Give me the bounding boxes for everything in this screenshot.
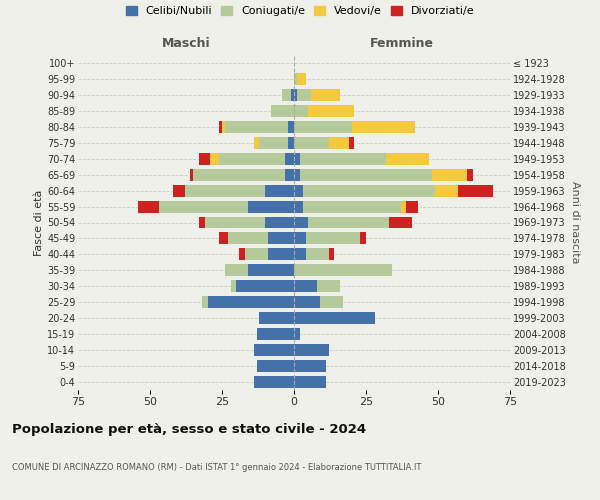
Bar [139,200,158,212]
Bar [305,248,329,260]
Bar [294,344,329,356]
Bar [294,248,305,260]
Bar [294,216,308,228]
Bar [254,344,294,356]
Bar [294,152,300,164]
Bar [297,89,311,101]
Bar [236,280,294,292]
Bar [225,121,288,133]
Bar [288,121,294,133]
Bar [294,121,352,133]
Bar [294,137,329,148]
Y-axis label: Fasce di età: Fasce di età [34,190,44,256]
Bar [185,184,265,196]
Bar [294,73,297,85]
Legend: Celibi/Nubili, Coniugati/e, Vedovi/e, Divorziati/e: Celibi/Nubili, Coniugati/e, Vedovi/e, Di… [125,6,475,16]
Bar [311,89,340,101]
Text: Maschi: Maschi [161,37,211,50]
Bar [268,248,294,260]
Bar [265,184,294,196]
Bar [291,89,294,101]
Bar [205,216,265,228]
Bar [286,152,294,164]
Bar [435,184,458,196]
Bar [305,232,360,244]
Bar [190,168,193,180]
Bar [211,152,219,164]
Bar [294,280,317,292]
Bar [254,137,259,148]
Bar [288,137,294,148]
Bar [297,73,305,85]
Bar [208,296,294,308]
Bar [294,296,320,308]
Bar [294,184,302,196]
Bar [271,105,294,117]
Bar [245,248,268,260]
Bar [294,360,326,372]
Bar [219,121,222,133]
Text: COMUNE DI ARCINAZZO ROMANO (RM) - Dati ISTAT 1° gennaio 2024 - Elaborazione TUTT: COMUNE DI ARCINAZZO ROMANO (RM) - Dati I… [12,462,421,471]
Text: Femmine: Femmine [370,37,434,50]
Bar [294,105,308,117]
Bar [389,216,412,228]
Bar [294,328,300,340]
Bar [158,200,248,212]
Bar [302,184,435,196]
Bar [268,232,294,244]
Bar [219,152,286,164]
Bar [257,328,294,340]
Text: Popolazione per età, sesso e stato civile - 2024: Popolazione per età, sesso e stato civil… [12,422,366,436]
Bar [458,184,493,196]
Bar [320,296,343,308]
Bar [294,376,326,388]
Bar [302,200,401,212]
Bar [259,137,288,148]
Bar [283,89,291,101]
Bar [230,280,236,292]
Bar [228,232,268,244]
Bar [199,152,211,164]
Bar [193,168,286,180]
Bar [248,264,294,276]
Bar [467,168,473,180]
Bar [317,280,340,292]
Bar [294,264,392,276]
Bar [248,200,294,212]
Bar [202,296,208,308]
Bar [386,152,430,164]
Bar [286,168,294,180]
Bar [259,312,294,324]
Bar [219,232,228,244]
Bar [225,264,248,276]
Bar [360,232,366,244]
Bar [294,200,302,212]
Y-axis label: Anni di nascita: Anni di nascita [569,181,580,264]
Bar [329,248,334,260]
Bar [349,137,355,148]
Bar [294,168,300,180]
Bar [294,89,297,101]
Bar [294,232,305,244]
Bar [199,216,205,228]
Bar [401,200,406,212]
Bar [254,376,294,388]
Bar [300,168,432,180]
Bar [173,184,185,196]
Bar [265,216,294,228]
Bar [300,152,386,164]
Bar [432,168,467,180]
Bar [294,312,374,324]
Bar [308,216,389,228]
Bar [257,360,294,372]
Bar [406,200,418,212]
Bar [239,248,245,260]
Bar [308,105,355,117]
Bar [222,121,225,133]
Bar [329,137,349,148]
Bar [352,121,415,133]
